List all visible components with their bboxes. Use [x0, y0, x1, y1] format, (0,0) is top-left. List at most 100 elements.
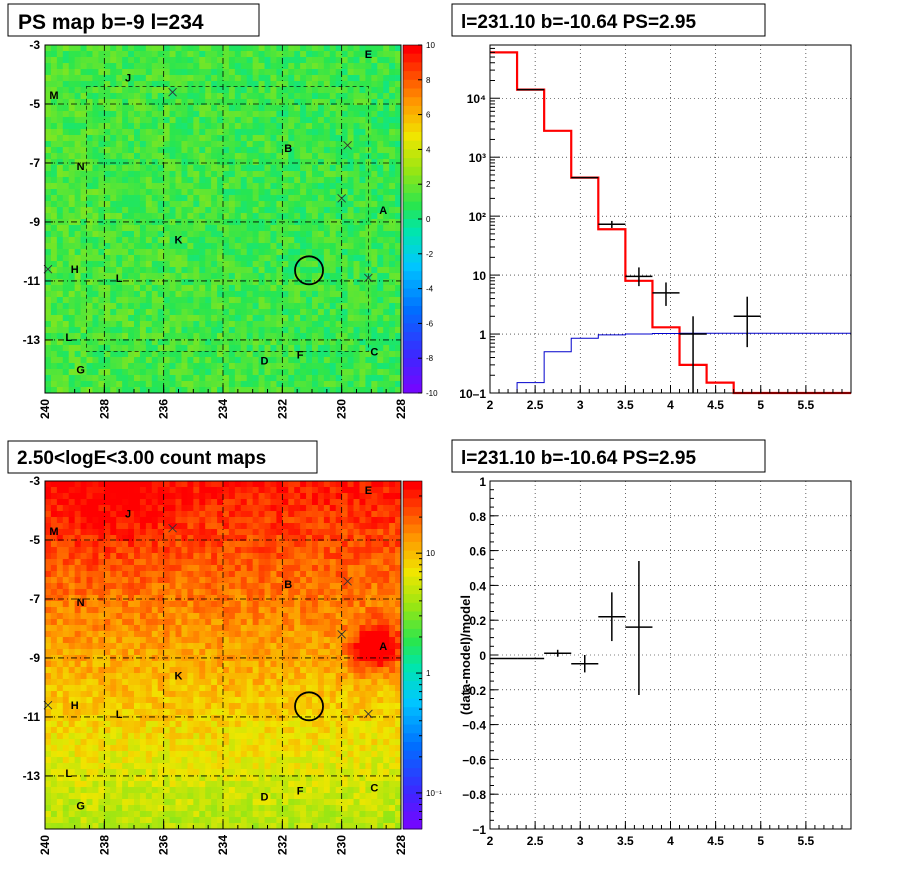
- heatmap-cell: [383, 183, 390, 190]
- heatmap-cell: [181, 571, 188, 578]
- heatmap-cell: [335, 375, 343, 382]
- heatmap-cell: [264, 327, 271, 334]
- heatmap-cell: [306, 315, 313, 322]
- heatmap-cell: [68, 51, 76, 58]
- heatmap-cell: [234, 493, 242, 500]
- heatmap-cell: [68, 547, 76, 554]
- heatmap-cell: [157, 499, 165, 506]
- heatmap-cell: [347, 321, 354, 328]
- heatmap-cell: [187, 237, 194, 244]
- count-map-title: 2.50<logE<3.00 count maps: [17, 448, 266, 469]
- heatmap-cell: [139, 303, 147, 310]
- heatmap-cell: [50, 577, 58, 584]
- heatmap-cell: [252, 123, 259, 130]
- heatmap-cell: [371, 75, 378, 82]
- heatmap-cell: [371, 57, 378, 64]
- heatmap-cell: [240, 87, 248, 94]
- heatmap-cell: [62, 147, 70, 154]
- heatmap-cell: [92, 249, 99, 256]
- heatmap-cell: [282, 523, 289, 530]
- heatmap-cell: [347, 147, 354, 154]
- heatmap-cell: [187, 75, 194, 82]
- heatmap-cell: [359, 285, 366, 292]
- heatmap-cell: [240, 487, 248, 494]
- heatmap-cell: [329, 541, 337, 548]
- heatmap-cell: [300, 153, 307, 160]
- colorbar-segment: [403, 306, 422, 316]
- heatmap-cell: [116, 75, 123, 82]
- heatmap-cell: [335, 81, 343, 88]
- heatmap-cell: [74, 369, 81, 376]
- heatmap-cell: [187, 529, 194, 536]
- heatmap-cell: [306, 309, 313, 316]
- heatmap-cell: [163, 279, 170, 286]
- heatmap-cell: [335, 333, 343, 340]
- heatmap-cell: [151, 183, 159, 190]
- heatmap-cell: [335, 571, 343, 578]
- heatmap-cell: [122, 153, 129, 160]
- heatmap-cell: [110, 255, 117, 262]
- heatmap-cell: [371, 535, 378, 542]
- heatmap-cell: [258, 201, 265, 208]
- heatmap-cell: [395, 243, 402, 250]
- heatmap-cell: [234, 189, 242, 196]
- heatmap-cell: [294, 327, 301, 334]
- heatmap-cell: [306, 381, 313, 388]
- heatmap-cell: [258, 213, 265, 220]
- heatmap-cell: [395, 129, 402, 136]
- heatmap-cell: [335, 315, 343, 322]
- heatmap-cell: [395, 147, 402, 154]
- heatmap-cell: [116, 297, 123, 304]
- heatmap-cell: [383, 345, 390, 352]
- heatmap-cell: [163, 571, 170, 578]
- heatmap-cell: [317, 255, 325, 262]
- heatmap-cell: [211, 135, 218, 142]
- heatmap-cell: [193, 303, 200, 310]
- heatmap-cell: [92, 123, 99, 130]
- heatmap-cell: [240, 147, 248, 154]
- heatmap-cell: [234, 201, 242, 208]
- heatmap-cell: [276, 135, 283, 142]
- heatmap-cell: [228, 339, 236, 346]
- heatmap-cell: [347, 303, 354, 310]
- heatmap-cell: [223, 517, 230, 524]
- heatmap-cell: [134, 339, 141, 346]
- heatmap-cell: [335, 273, 343, 280]
- heatmap-cell: [187, 255, 194, 262]
- heatmap-cell: [377, 165, 384, 172]
- y-tick-label: 10–1: [459, 387, 486, 401]
- heatmap-cell: [317, 87, 325, 94]
- heatmap-cell: [163, 249, 170, 256]
- heatmap-cell: [122, 535, 129, 542]
- heatmap-cell: [240, 285, 248, 292]
- heatmap-cell: [116, 153, 123, 160]
- heatmap-cell: [80, 159, 87, 166]
- heatmap-cell: [371, 541, 378, 548]
- heatmap-cell: [234, 219, 242, 226]
- heatmap-cell: [139, 375, 147, 382]
- heatmap-cell: [365, 511, 372, 518]
- heatmap-cell: [98, 261, 105, 268]
- heatmap-cell: [74, 99, 81, 106]
- heatmap-cell: [359, 99, 366, 106]
- heatmap-cell: [306, 517, 313, 524]
- heatmap-cell: [312, 511, 319, 518]
- heatmap-cell: [181, 375, 188, 382]
- heatmap-cell: [104, 267, 111, 274]
- heatmap-cell: [110, 351, 117, 358]
- heatmap-cell: [169, 303, 176, 310]
- heatmap-cell: [151, 583, 159, 590]
- heatmap-cell: [45, 357, 52, 364]
- source-label: B: [284, 143, 292, 155]
- heatmap-cell: [145, 117, 153, 124]
- heatmap-cell: [122, 595, 129, 602]
- heatmap-cell: [116, 171, 123, 178]
- heatmap-cell: [139, 117, 147, 124]
- heatmap-cell: [217, 499, 224, 506]
- heatmap-cell: [45, 381, 52, 388]
- heatmap-cell: [383, 571, 390, 578]
- heatmap-cell: [139, 363, 147, 370]
- heatmap-cell: [62, 81, 70, 88]
- heatmap-cell: [323, 225, 331, 232]
